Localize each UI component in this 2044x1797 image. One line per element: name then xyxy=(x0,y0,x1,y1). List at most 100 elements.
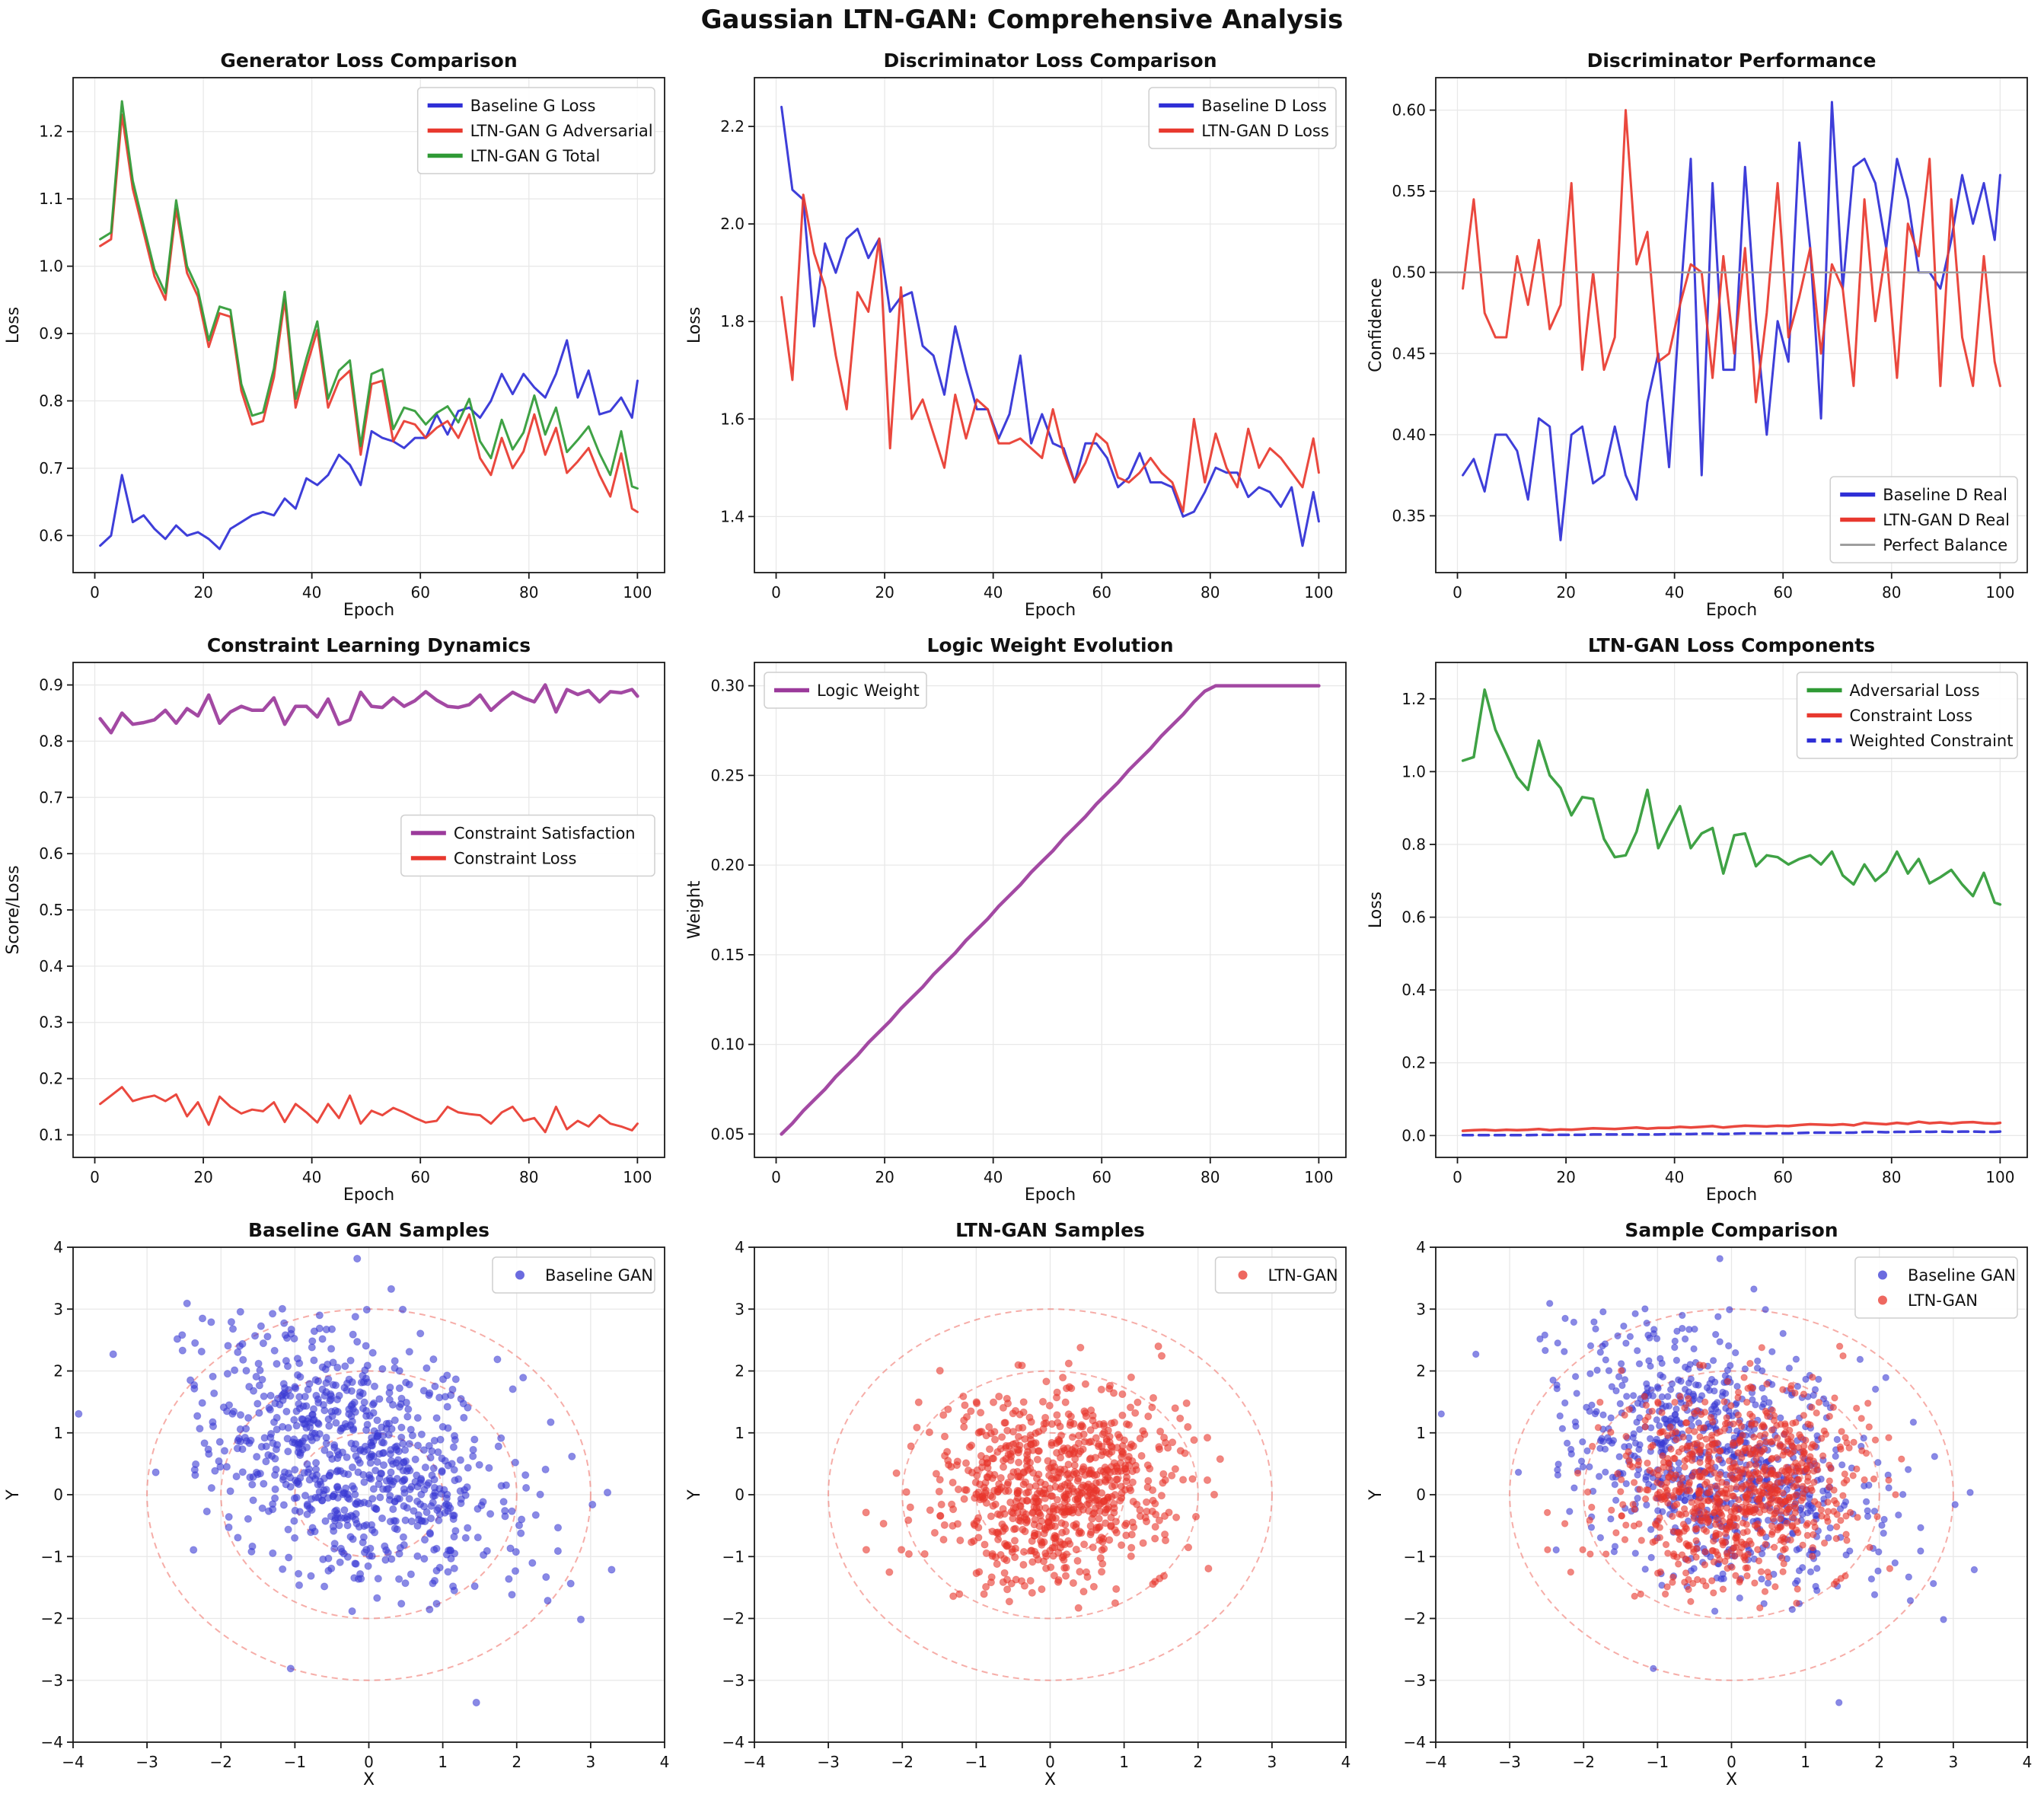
svg-text:100: 100 xyxy=(1985,1168,2014,1186)
svg-text:0.6: 0.6 xyxy=(39,526,63,544)
legend: Baseline GAN xyxy=(492,1256,655,1294)
x-axis-label: X xyxy=(1044,1770,1056,1789)
legend: Constraint Satisfaction Constraint Loss xyxy=(400,814,655,877)
chart-discriminator-loss: 0 20 40 60 80 100 1.4 1.6 1.8 2.0 2.2 Discriminator… xyxy=(685,49,1347,620)
tick-marks xyxy=(67,684,639,1163)
legend-marker-ltn-gan xyxy=(1877,1295,1887,1305)
svg-text:80: 80 xyxy=(1201,1168,1220,1186)
svg-text:100: 100 xyxy=(623,1168,652,1186)
axes-spines xyxy=(1435,662,2028,1158)
axes-spines xyxy=(754,662,1347,1158)
svg-text:0: 0 xyxy=(1416,1486,1426,1504)
svg-text:−2: −2 xyxy=(1404,1610,1426,1628)
svg-text:−4: −4 xyxy=(722,1733,745,1751)
legend: Adversarial Loss Constraint Loss Weighted … xyxy=(1796,672,2018,759)
tick-marks xyxy=(748,685,1320,1163)
series-constraint-loss xyxy=(99,1086,639,1134)
svg-text:20: 20 xyxy=(1556,583,1575,602)
svg-text:1.1: 1.1 xyxy=(39,190,63,208)
svg-text:0: 0 xyxy=(53,1486,63,1504)
x-axis-label: Epoch xyxy=(1706,1186,1757,1205)
legend-label-constraint-satisfaction: Constraint Satisfaction xyxy=(454,825,636,843)
legend-label-baseline-d-real: Baseline D Real xyxy=(1883,486,2007,504)
svg-text:2: 2 xyxy=(1416,1362,1426,1380)
svg-text:0.0: 0.0 xyxy=(1401,1126,1426,1144)
panel-title: Logic Weight Evolution xyxy=(926,634,1173,656)
svg-text:80: 80 xyxy=(1882,583,1901,602)
legend-label-ltn-gan: LTN-GAN xyxy=(1268,1266,1338,1285)
svg-text:1: 1 xyxy=(1800,1753,1810,1771)
svg-text:0.15: 0.15 xyxy=(710,946,745,964)
charts-grid: 0 20 40 60 80 100 0.6 0.7 0.8 0.9 1.0 1.1 1.2 Generat… xyxy=(0,43,2044,1797)
y-axis-label: Y xyxy=(4,1489,23,1501)
series-baseline-g-loss xyxy=(99,339,639,551)
tick-marks xyxy=(1430,1246,2028,1748)
chart-baseline-samples: −4 −3 −2 −1 0 1 2 3 4 −4 −3 −2 −1 0 1 2 3 4 Baseline GAN S… xyxy=(4,1219,670,1789)
svg-text:4: 4 xyxy=(660,1753,670,1771)
svg-text:2: 2 xyxy=(1193,1753,1203,1771)
panel-ltn-samples: −4 −3 −2 −1 0 1 2 3 4 −4 −3 −2 −1 0 1 2 3 4 LTN-GAN Sample… xyxy=(681,1212,1363,1797)
series-weighted-constraint xyxy=(1461,1130,2002,1137)
svg-text:−3: −3 xyxy=(1404,1671,1426,1690)
svg-text:0.25: 0.25 xyxy=(710,766,745,784)
y-axis-label: Loss xyxy=(1366,892,1386,928)
svg-text:100: 100 xyxy=(1304,583,1333,602)
svg-text:0: 0 xyxy=(90,583,100,602)
svg-text:0.35: 0.35 xyxy=(1392,506,1426,525)
svg-text:3: 3 xyxy=(1416,1300,1426,1318)
x-axis-label: Epoch xyxy=(343,601,394,620)
grid-lines xyxy=(754,662,1346,1157)
svg-text:−4: −4 xyxy=(1424,1753,1446,1771)
svg-text:60: 60 xyxy=(410,583,429,602)
svg-text:−1: −1 xyxy=(41,1547,63,1566)
svg-text:0.50: 0.50 xyxy=(1392,263,1426,282)
svg-text:80: 80 xyxy=(519,1168,538,1186)
panel-discriminator-loss: 0 20 40 60 80 100 1.4 1.6 1.8 2.0 2.2 Discriminator… xyxy=(681,43,1363,627)
svg-text:0.8: 0.8 xyxy=(39,391,63,410)
svg-text:1.0: 1.0 xyxy=(1401,762,1426,780)
legend-label-baseline-g-loss: Baseline G Loss xyxy=(470,97,596,115)
svg-text:4: 4 xyxy=(1341,1753,1351,1771)
svg-text:0.55: 0.55 xyxy=(1392,182,1426,200)
legend-label-weighted-constraint: Weighted Constraint xyxy=(1850,732,2014,750)
svg-text:60: 60 xyxy=(1773,1168,1792,1186)
svg-text:−1: −1 xyxy=(965,1753,987,1771)
svg-text:1.2: 1.2 xyxy=(1401,690,1426,708)
svg-text:2: 2 xyxy=(735,1362,745,1380)
series-ltn-gan-d-real xyxy=(1462,109,2001,404)
series-ltn-gan-g-adversarial xyxy=(99,113,639,513)
svg-text:0.2: 0.2 xyxy=(1401,1054,1426,1072)
svg-text:1: 1 xyxy=(1119,1753,1129,1771)
svg-text:20: 20 xyxy=(875,583,894,602)
svg-text:−1: −1 xyxy=(1404,1547,1426,1566)
legend-label-perfect-balance: Perfect Balance xyxy=(1883,536,2007,554)
tick-marks xyxy=(1430,697,2001,1163)
svg-text:0.60: 0.60 xyxy=(1392,101,1426,120)
legend-label-baseline-gan: Baseline GAN xyxy=(545,1266,653,1285)
panel-title: Discriminator Performance xyxy=(1587,49,1877,72)
panel-title: Constraint Learning Dynamics xyxy=(207,634,531,656)
svg-text:−2: −2 xyxy=(722,1610,745,1628)
svg-text:100: 100 xyxy=(1304,1168,1333,1186)
svg-text:0.30: 0.30 xyxy=(710,677,745,695)
x-axis-label: Epoch xyxy=(1706,601,1757,620)
y-axis-label: Confidence xyxy=(1366,278,1386,372)
svg-text:−1: −1 xyxy=(1647,1753,1669,1771)
svg-text:2: 2 xyxy=(53,1362,63,1380)
panel-logic-weight: 0 20 40 60 80 100 0.05 0.10 0.15 0.20 0.25 0.30 Logi… xyxy=(681,627,1363,1212)
svg-text:0: 0 xyxy=(90,1168,100,1186)
panel-title: LTN-GAN Loss Components xyxy=(1588,634,1875,656)
series-logic-weight xyxy=(780,684,1321,1136)
legend-label-ltn-gan-d-loss: LTN-GAN D Loss xyxy=(1201,122,1329,140)
legend-label-logic-weight: Logic Weight xyxy=(817,681,920,700)
svg-text:0.40: 0.40 xyxy=(1392,426,1426,444)
series-ltn-gan xyxy=(862,1342,1224,1612)
legend-marker-ltn-gan xyxy=(1238,1270,1248,1280)
svg-text:0.1: 0.1 xyxy=(39,1125,63,1144)
svg-text:3: 3 xyxy=(735,1300,745,1318)
chart-loss-components: 0 20 40 60 80 100 0.0 0.2 0.4 0.6 0.8 1.0 1.2 LTN-GAN… xyxy=(1366,634,2028,1205)
svg-text:−3: −3 xyxy=(41,1671,63,1690)
chart-constraint-dynamics: 0 20 40 60 80 100 0.1 0.2 0.3 0.4 0.5 0.6 0.7 0.8 0.9 C… xyxy=(4,634,665,1205)
panel-generator-loss: 0 20 40 60 80 100 0.6 0.7 0.8 0.9 1.0 1.1 1.2 Generat… xyxy=(0,43,681,627)
